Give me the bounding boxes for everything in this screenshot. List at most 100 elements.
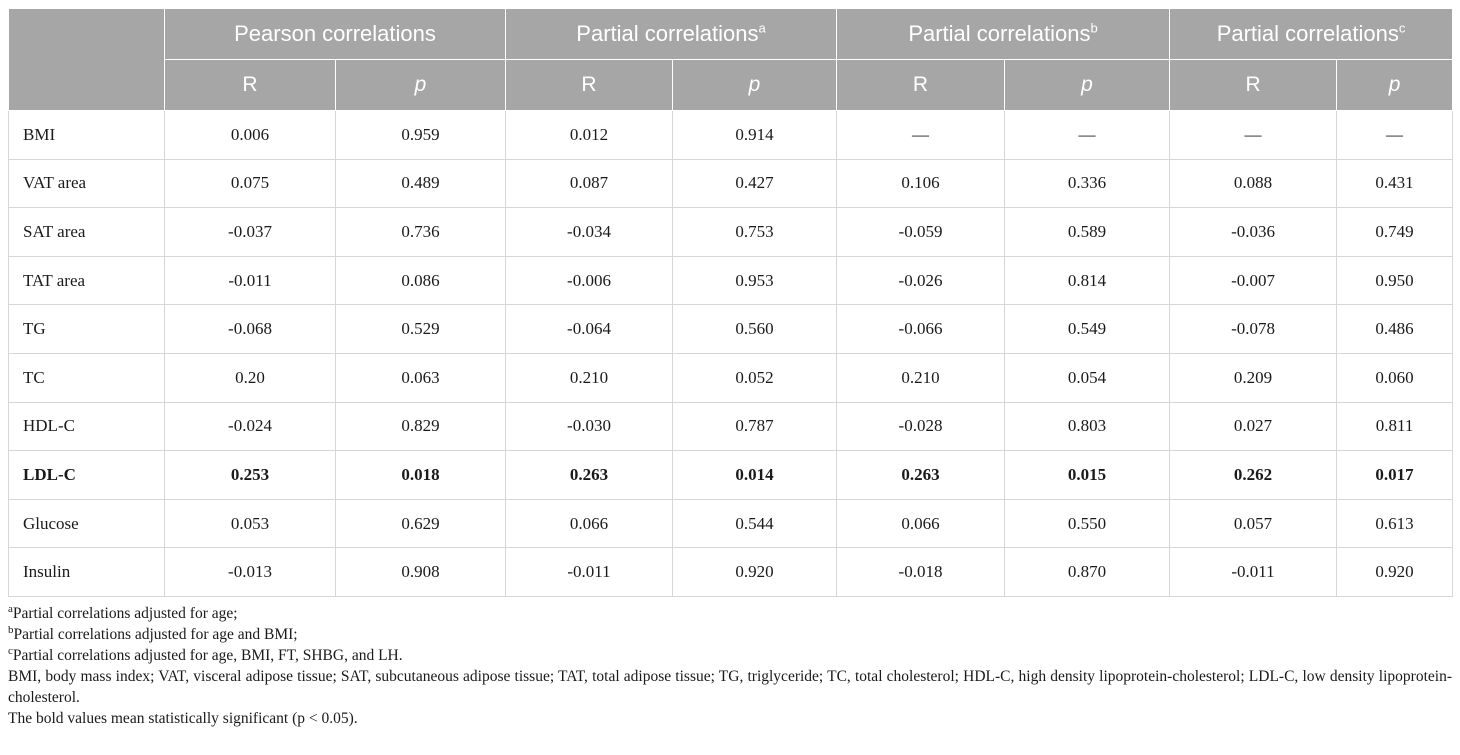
- row-label: Insulin: [8, 547, 165, 597]
- sub-header-p: p: [671, 59, 838, 111]
- footnote-c: cPartial correlations adjusted for age, …: [8, 644, 403, 664]
- corner-cell: [8, 8, 165, 111]
- r-value-cell: 0.053: [164, 499, 336, 549]
- correlation-table: Pearson correlations Partial correlation…: [8, 8, 1454, 597]
- p-value-cell: 0.870: [1004, 547, 1170, 597]
- r-value-cell: -0.024: [164, 402, 336, 452]
- p-value-cell: 0.811: [1336, 402, 1454, 452]
- p-value-cell: 0.829: [335, 402, 506, 452]
- p-value-cell: 0.803: [1004, 402, 1170, 452]
- row-label: TG: [8, 304, 165, 354]
- correlation-table-container: Pearson correlations Partial correlation…: [8, 8, 1454, 729]
- r-value-cell: -0.034: [505, 207, 673, 257]
- r-value-cell: -0.037: [164, 207, 336, 257]
- r-value-cell: 0.012: [505, 110, 673, 160]
- table-row: VAT area 0.075 0.489 0.087 0.427 0.106 0.336 0.…: [8, 159, 1454, 209]
- abbreviations-note: BMI, body mass index; VAT, visceral adip…: [8, 667, 1452, 706]
- p-value-cell: 0.486: [1336, 304, 1454, 354]
- table-row: SAT area -0.037 0.736 -0.034 0.753 -0.059 0.58…: [8, 207, 1454, 257]
- table-row: TG -0.068 0.529 -0.064 0.560 -0.066 0.549 -0.07…: [8, 304, 1454, 354]
- p-value-cell: 0.736: [335, 207, 506, 257]
- sub-header-r: R: [164, 59, 336, 111]
- row-label: TAT area: [8, 256, 165, 306]
- sub-header-r: R: [505, 59, 673, 111]
- p-value-cell: 0.336: [1004, 159, 1170, 209]
- p-value-cell: 0.908: [335, 547, 506, 597]
- sub-header-r: R: [836, 59, 1006, 111]
- table-notes: aPartial correlations adjusted for age; …: [8, 603, 1452, 729]
- r-value-cell: -0.030: [505, 402, 673, 452]
- r-value-cell: 0.262: [1169, 450, 1337, 500]
- r-value-cell: 0.263: [836, 450, 1005, 500]
- r-value-cell: -0.026: [836, 256, 1005, 306]
- r-value-cell: -0.064: [505, 304, 673, 354]
- group-header-partial-a: Partial correlationsa: [504, 8, 838, 60]
- sub-header-p: p: [1004, 59, 1171, 111]
- table-row: Glucose 0.053 0.629 0.066 0.544 0.066 0.550 0.0…: [8, 499, 1454, 549]
- r-value-cell: -0.011: [505, 547, 673, 597]
- p-value-cell: 0.914: [671, 110, 837, 160]
- p-value-cell: 0.431: [1336, 159, 1454, 209]
- r-value-cell: 0.209: [1169, 353, 1337, 403]
- p-value-cell: 0.063: [335, 353, 506, 403]
- sub-header-row: R p R p R p R p: [9, 59, 1454, 111]
- p-value-cell: 0.814: [1004, 256, 1170, 306]
- p-value-cell: —: [1004, 110, 1170, 160]
- p-value-cell: 0.787: [671, 402, 837, 452]
- p-value-cell: —: [1336, 110, 1454, 160]
- p-value-cell: 0.749: [1336, 207, 1454, 257]
- group-header-partial-c: Partial correlationsc: [1169, 8, 1454, 60]
- r-value-cell: -0.028: [836, 402, 1005, 452]
- group-header-pearson: Pearson correlations: [164, 8, 506, 60]
- row-label: LDL-C: [8, 450, 165, 500]
- p-value-cell: 0.560: [671, 304, 837, 354]
- p-value-cell: 0.549: [1004, 304, 1170, 354]
- p-value-cell: 0.629: [335, 499, 506, 549]
- p-value-cell: 0.489: [335, 159, 506, 209]
- p-value-cell: 0.018: [335, 450, 506, 500]
- sub-header-p: p: [335, 59, 506, 111]
- r-value-cell: 0.210: [505, 353, 673, 403]
- r-value-cell: -0.036: [1169, 207, 1337, 257]
- p-value-cell: 0.014: [671, 450, 837, 500]
- table-row: BMI 0.006 0.959 0.012 0.914— — — —: [8, 110, 1454, 160]
- r-value-cell: -0.078: [1169, 304, 1337, 354]
- r-value-cell: 0.057: [1169, 499, 1337, 549]
- sub-header-p: p: [1336, 59, 1454, 111]
- p-value-cell: 0.613: [1336, 499, 1454, 549]
- p-value-cell: 0.920: [671, 547, 837, 597]
- p-value-cell: 0.015: [1004, 450, 1170, 500]
- r-value-cell: -0.018: [836, 547, 1005, 597]
- r-value-cell: -0.011: [1169, 547, 1337, 597]
- r-value-cell: -0.006: [505, 256, 673, 306]
- r-value-cell: —: [836, 110, 1005, 160]
- p-value-cell: 0.529: [335, 304, 506, 354]
- r-value-cell: 0.087: [505, 159, 673, 209]
- row-label: Glucose: [8, 499, 165, 549]
- p-value-cell: 0.589: [1004, 207, 1170, 257]
- p-value-cell: 0.060: [1336, 353, 1454, 403]
- r-value-cell: 0.088: [1169, 159, 1337, 209]
- r-value-cell: 0.027: [1169, 402, 1337, 452]
- table-row: Insulin -0.013 0.908 -0.011 0.920 -0.018 0.870…: [8, 547, 1454, 597]
- row-label: BMI: [8, 110, 165, 160]
- r-value-cell: 0.20: [164, 353, 336, 403]
- footnote-b: bPartial correlations adjusted for age a…: [8, 623, 298, 643]
- row-label: TC: [8, 353, 165, 403]
- r-value-cell: -0.011: [164, 256, 336, 306]
- r-value-cell: 0.066: [505, 499, 673, 549]
- group-header-partial-b: Partial correlationsb: [836, 8, 1171, 60]
- table-row: TAT area -0.011 0.086 -0.006 0.953 -0.026 0.81…: [8, 256, 1454, 306]
- p-value-cell: 0.427: [671, 159, 837, 209]
- table-row: LDL-C 0.253 0.018 0.263 0.014 0.263 0.015 0.262…: [8, 450, 1454, 500]
- footnote-a: aPartial correlations adjusted for age;: [8, 602, 238, 622]
- p-value-cell: 0.052: [671, 353, 837, 403]
- r-value-cell: -0.059: [836, 207, 1005, 257]
- group-header-row: Pearson correlations Partial correlation…: [8, 8, 1454, 111]
- r-value-cell: 0.106: [836, 159, 1005, 209]
- r-value-cell: -0.066: [836, 304, 1005, 354]
- sub-header-r: R: [1169, 59, 1338, 111]
- r-value-cell: -0.007: [1169, 256, 1337, 306]
- p-value-cell: 0.959: [335, 110, 506, 160]
- p-value-cell: 0.950: [1336, 256, 1454, 306]
